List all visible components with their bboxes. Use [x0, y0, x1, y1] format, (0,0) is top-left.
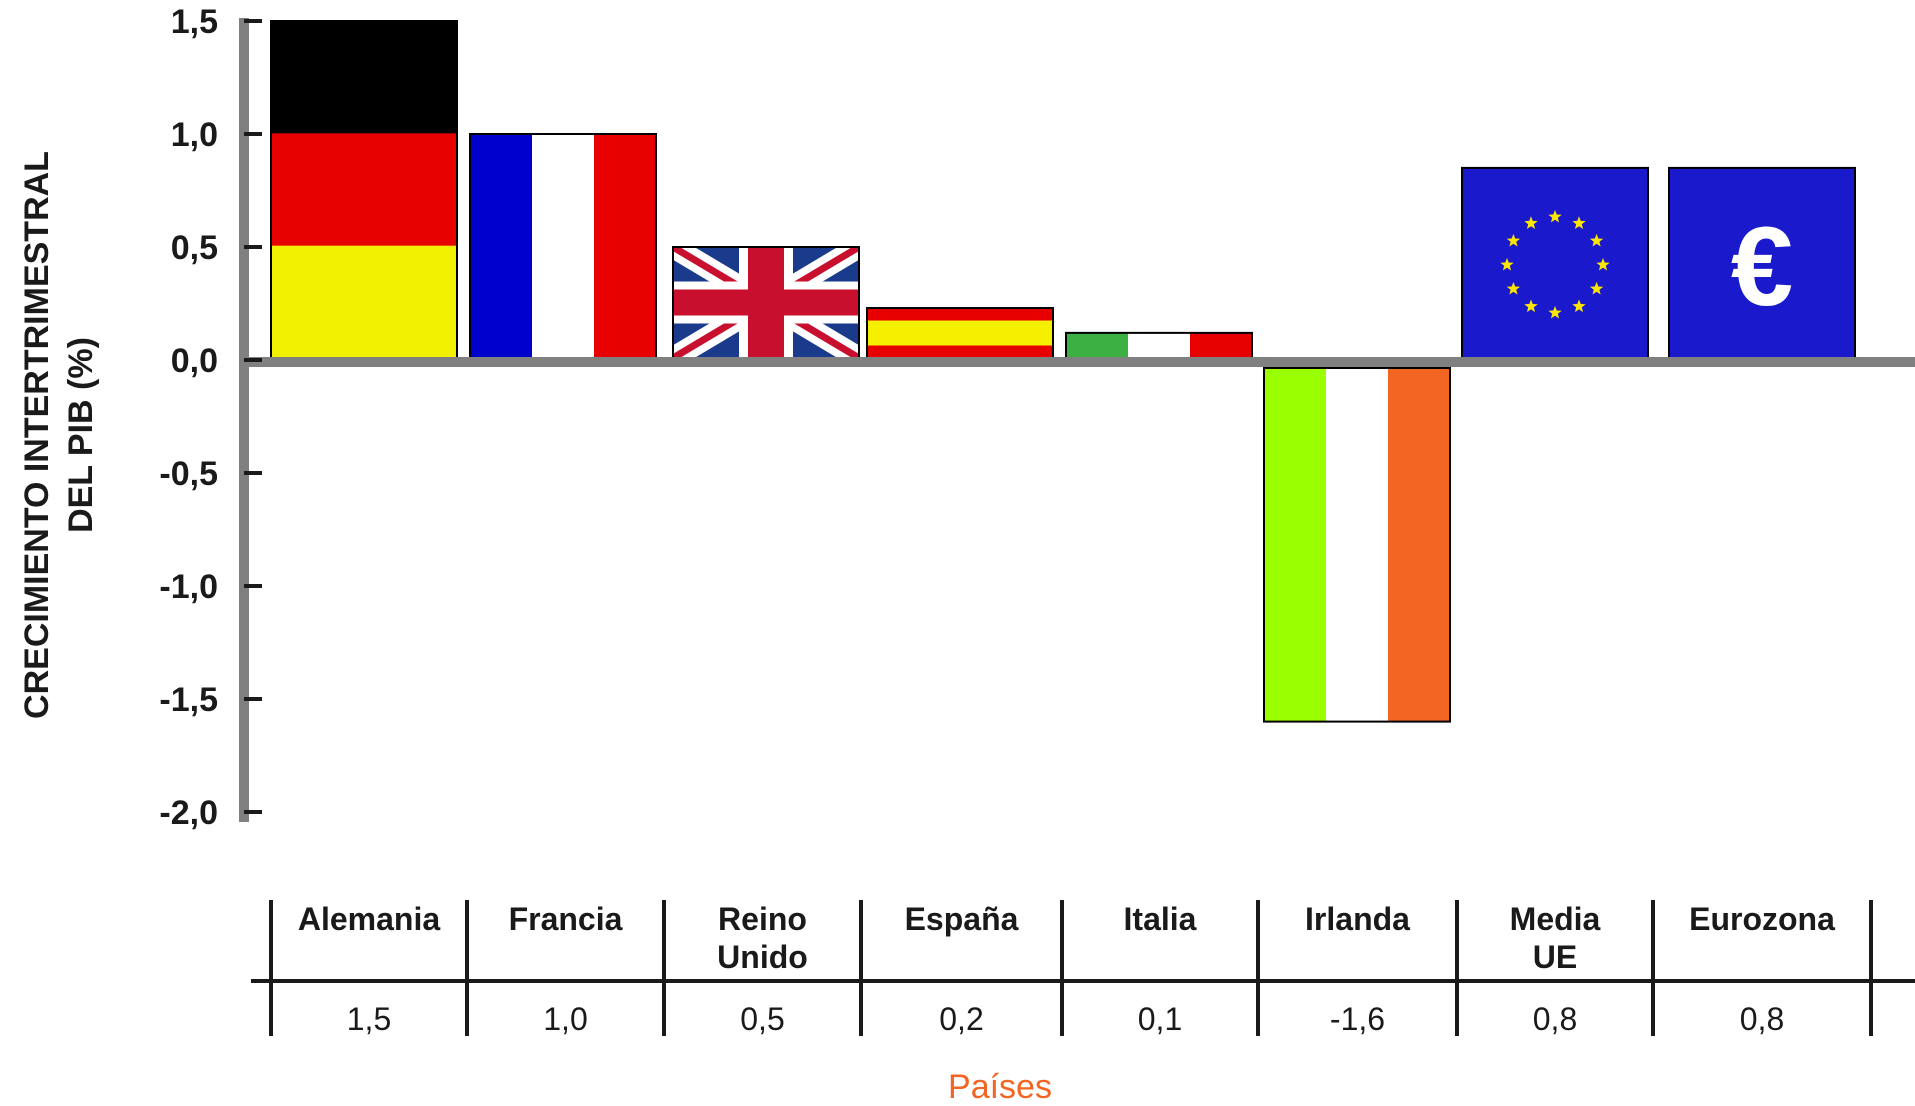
flag-stripe [271, 133, 457, 247]
flag-stripe [1388, 368, 1451, 722]
axes: 1,5 1,0 0,5 0,0 -0,5 -1,0 -1,5 -2,0 [159, 3, 1915, 832]
value-label: 0,8 [1533, 1001, 1577, 1037]
flag-stripe [1066, 332, 1129, 358]
y-tick-label: -2,0 [159, 794, 218, 832]
flag-stripe [532, 134, 595, 358]
value-label: 1,5 [347, 1001, 391, 1037]
y-tick-label: -0,5 [159, 455, 218, 493]
bar-european-union [1461, 166, 1649, 359]
y-tick-label: 1,5 [171, 3, 218, 41]
flag-stripe [1264, 368, 1327, 722]
y-tick-label: 1,0 [171, 116, 218, 154]
flag-stripe [867, 320, 1053, 347]
eu-star [1506, 233, 1521, 247]
eurozone-field [1669, 167, 1855, 358]
y-tick-label: -1,5 [159, 681, 218, 719]
uk-cross-red [748, 247, 784, 358]
y-tick-label: 0,0 [171, 342, 218, 380]
euro-symbol: € [1731, 204, 1793, 329]
eu-star [1548, 305, 1562, 319]
x-axis-label: Países [948, 1068, 1052, 1106]
value-label: -1,6 [1330, 1001, 1385, 1037]
category-label: Eurozona [1689, 901, 1835, 937]
eu-star [1524, 216, 1538, 229]
bar-united-kingdom [672, 246, 860, 359]
eu-star [1596, 257, 1610, 271]
bar-italy [1065, 331, 1253, 360]
flag-stripe [470, 134, 533, 358]
bar-germany [270, 20, 458, 359]
y-tick-label: -1,0 [159, 568, 218, 606]
category-label: Irlanda [1305, 901, 1410, 937]
y-axis-label-line-1: CRECIMIENTO INTERTRIMESTRAL [18, 151, 56, 719]
category-label: Alemania [298, 901, 440, 937]
eu-star [1524, 299, 1538, 313]
category-label: Francia [509, 901, 623, 937]
eu-star [1548, 209, 1562, 223]
y-tick-label: 0,5 [171, 229, 218, 267]
value-label: 0,2 [939, 1001, 983, 1037]
flag-stripe [271, 21, 457, 134]
eu-star [1572, 299, 1586, 313]
category-label: Italia [1124, 901, 1197, 937]
flag-stripe [1326, 368, 1389, 722]
y-axis-label-line-2: DEL PIB (%) [62, 337, 100, 533]
eu-star [1589, 281, 1604, 295]
category-label: Unido [717, 939, 808, 975]
flag-stripe [271, 245, 457, 359]
flag-stripe [1190, 332, 1253, 358]
uk-flag [673, 247, 859, 358]
flag-stripe [1128, 332, 1191, 358]
flag-stripe [594, 134, 657, 358]
flag-stripe [867, 308, 1053, 322]
flag-stripe [867, 345, 1053, 359]
eu-star [1506, 281, 1521, 295]
eu-star [1572, 216, 1586, 229]
category-label: España [905, 901, 1019, 937]
bar-ireland [1263, 367, 1451, 723]
category-label: Reino [718, 901, 807, 937]
category-label: Media [1510, 901, 1601, 937]
bar-spain [866, 307, 1054, 359]
category-label: UE [1533, 939, 1577, 975]
bars: € [270, 20, 1856, 723]
value-label: 0,5 [740, 1001, 784, 1037]
bar-eurozone: € [1668, 166, 1856, 359]
eu-star [1589, 233, 1604, 247]
bar-outline [1263, 367, 1451, 723]
value-label: 1,0 [543, 1001, 587, 1037]
value-label: 0,8 [1740, 1001, 1784, 1037]
y-axis-label: CRECIMIENTO INTERTRIMESTRAL DEL PIB (%) [18, 151, 100, 719]
bar-france [469, 133, 657, 359]
value-label: 0,1 [1138, 1001, 1182, 1037]
eu-star [1500, 257, 1514, 271]
eu-field [1462, 167, 1648, 358]
